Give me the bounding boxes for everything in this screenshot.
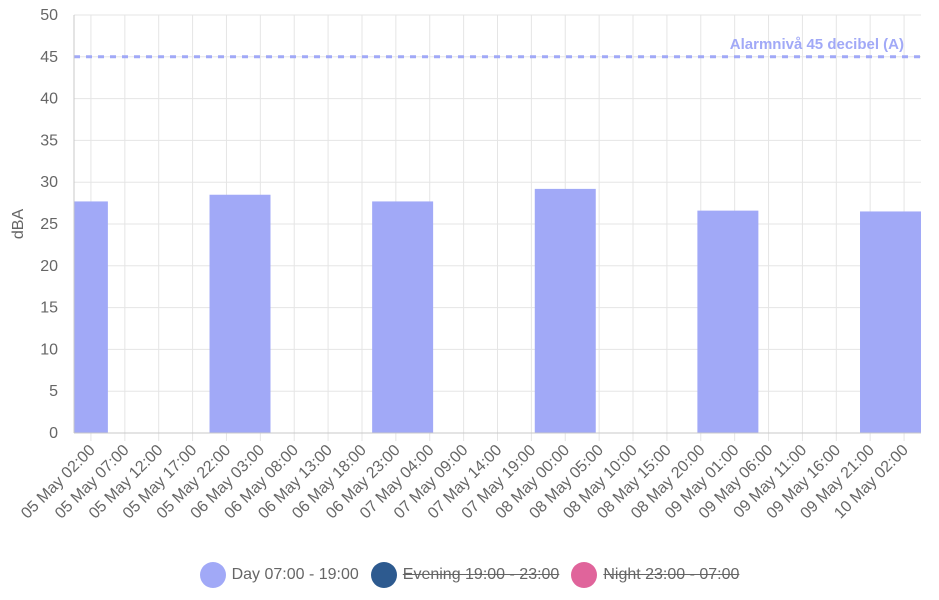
legend-swatch-night	[571, 562, 598, 588]
legend-item-day[interactable]: Day 07:00 - 19:00	[199, 562, 359, 588]
y-tick-label: 50	[40, 7, 58, 24]
legend-label-evening: Evening 19:00 - 23:00	[402, 566, 560, 583]
legend-label-day: Day 07:00 - 19:00	[231, 566, 359, 583]
grid-lines	[74, 14, 921, 441]
y-tick-label: 40	[40, 91, 58, 108]
bar-day	[209, 194, 271, 433]
y-tick-label: 15	[40, 300, 58, 317]
y-tick-label: 5	[49, 383, 58, 400]
threshold: Alarmnivå 45 decibel (A)	[74, 36, 921, 59]
bar-series-day	[74, 188, 921, 433]
y-tick-label: 0	[49, 425, 58, 442]
y-axis-title: dBA	[10, 209, 27, 240]
bar-day	[74, 201, 108, 433]
legend-swatch-evening	[370, 562, 397, 588]
y-tick-label: 25	[40, 216, 58, 233]
bar-day	[372, 201, 434, 433]
y-tick-label: 30	[40, 174, 58, 191]
y-tick-label: 20	[40, 258, 58, 275]
legend-swatch-day	[199, 562, 226, 588]
y-tick-label: 35	[40, 132, 58, 149]
legend-label-night: Night 23:00 - 07:00	[603, 566, 740, 583]
noise-chart: Alarmnivå 45 decibel (A) 0 5 10 15 20 25 30 35 4…	[10, 7, 921, 522]
y-tick-label: 10	[40, 341, 58, 358]
legend-item-evening[interactable]: Evening 19:00 - 23:00	[370, 562, 560, 588]
threshold-label: Alarmnivå 45 decibel (A)	[730, 36, 904, 53]
bar-day	[534, 188, 596, 433]
bar-day	[860, 211, 921, 433]
legend: Day 07:00 - 19:00 Evening 19:00 - 23:00 …	[0, 561, 939, 589]
y-tick-label: 45	[40, 49, 58, 66]
legend-item-night[interactable]: Night 23:00 - 07:00	[571, 562, 739, 588]
bar-day	[697, 210, 759, 433]
